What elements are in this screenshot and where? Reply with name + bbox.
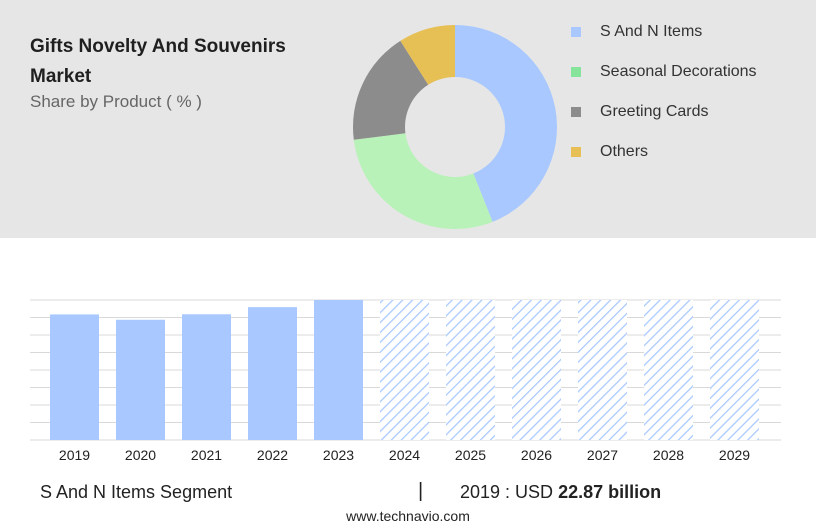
x-tick-label: 2027 <box>587 447 618 463</box>
legend-label: Seasonal Decorations <box>600 63 757 80</box>
legend: S And N Items Seasonal Decorations Greet… <box>571 12 757 172</box>
footer-separator: | <box>418 480 424 502</box>
source-url: www.technavio.com <box>346 508 470 524</box>
segment-value: 2019 : USD 22.87 billion <box>460 482 661 503</box>
segment-label: S And N Items Segment <box>40 482 233 502</box>
bar-2020 <box>116 319 165 440</box>
chart-subtitle: Share by Product ( % ) <box>30 92 202 111</box>
legend-item-s-and-n-items: S And N Items <box>571 12 757 52</box>
bar-2021 <box>182 314 231 440</box>
bar-chart: 2019 2020 2021 2022 2023 2024 2025 2026 2027 2028… <box>30 299 781 463</box>
bar-2023 <box>314 300 363 440</box>
x-tick-label: 2026 <box>521 447 552 463</box>
forecast-bar-2026 <box>512 300 561 440</box>
x-tick-label: 2025 <box>455 447 486 463</box>
value-label: 22.87 billion <box>558 482 662 502</box>
x-tick-label: 2023 <box>323 447 354 463</box>
x-tick-label: 2024 <box>389 447 420 463</box>
legend-item-seasonal-decorations: Seasonal Decorations <box>571 52 757 92</box>
legend-label: S And N Items <box>600 23 703 40</box>
forecast-bar-2028 <box>644 300 693 440</box>
x-tick-label: 2029 <box>719 447 750 463</box>
legend-swatch <box>571 147 581 157</box>
forecast-bar-2025 <box>446 300 495 440</box>
donut-slice-seasonal-decorations <box>353 133 493 229</box>
chart-title: Gifts Novelty And Souvenirs Market <box>30 36 286 87</box>
legend-swatch <box>571 67 581 77</box>
x-tick-label: 2021 <box>191 447 222 463</box>
bar-2019 <box>50 314 99 440</box>
forecast-bar-2024 <box>380 300 429 440</box>
legend-swatch <box>571 27 581 37</box>
x-tick-label: 2020 <box>125 447 156 463</box>
donut-slice-s-and-n-items <box>455 25 557 222</box>
legend-label: Others <box>600 143 649 160</box>
bar-2022 <box>248 307 297 440</box>
donut-slice-others <box>400 25 455 85</box>
legend-item-greeting-cards: Greeting Cards <box>571 92 757 132</box>
x-tick-label: 2022 <box>257 447 288 463</box>
donut-chart <box>353 25 557 229</box>
legend-swatch <box>571 107 581 117</box>
forecast-bar-2027 <box>578 300 627 440</box>
year-label: 2019 : USD <box>460 482 554 502</box>
x-tick-label: 2019 <box>59 447 90 463</box>
forecast-bar-2029 <box>710 300 759 440</box>
legend-item-others: Others <box>571 132 757 172</box>
legend-label: Greeting Cards <box>600 103 709 120</box>
x-tick-label: 2028 <box>653 447 684 463</box>
donut-slice-greeting-cards <box>353 40 429 140</box>
